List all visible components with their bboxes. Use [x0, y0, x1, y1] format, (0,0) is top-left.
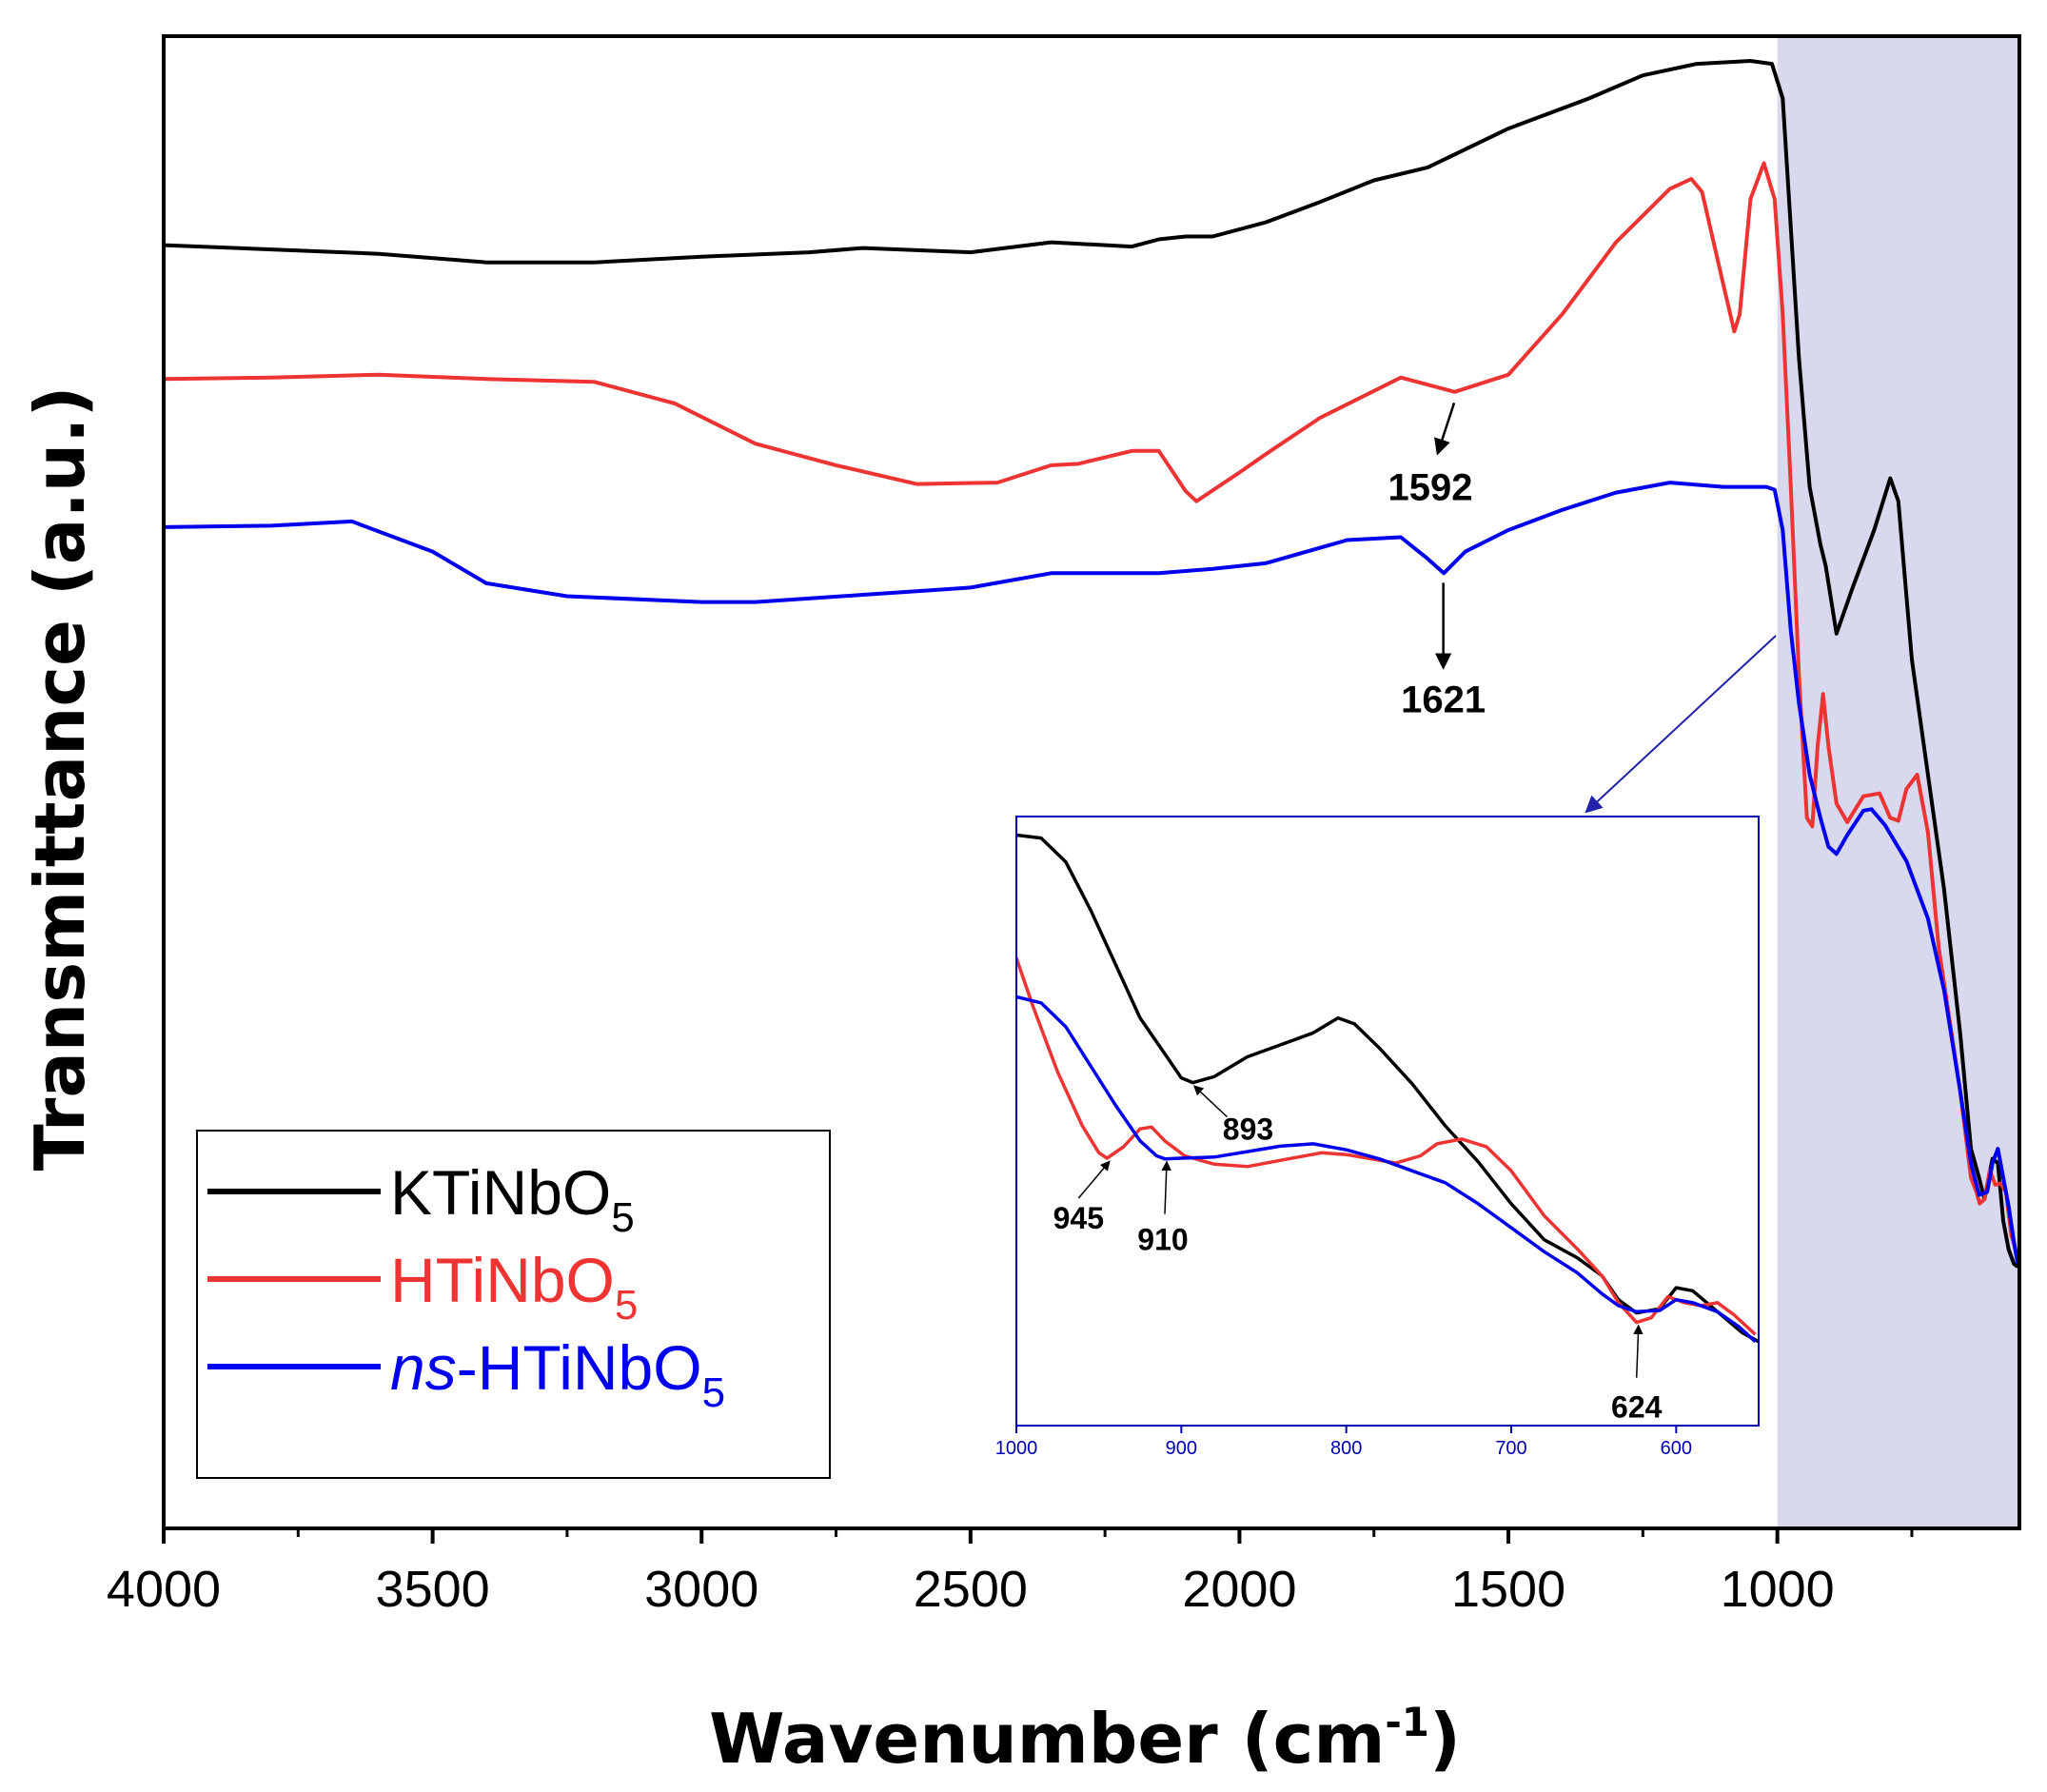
inset-x-tick-label: 800 [1330, 1438, 1362, 1459]
inset-x-axis-ticks: 1000 900 800 700 600 [995, 1426, 1692, 1459]
x-tick-label: 3500 [376, 1561, 490, 1618]
x-tick-label: 2000 [1182, 1561, 1296, 1618]
annotation-label-1621: 1621 [1401, 679, 1486, 720]
x-axis-title: Wavenumber (cm-1) [709, 1699, 1461, 1779]
x-tick-label: 1500 [1451, 1561, 1565, 1618]
annotation-arrow-1592 [1434, 402, 1456, 456]
inset-series-line-ns-htinbo [1016, 994, 1757, 1344]
inset-x-tick-label: 900 [1166, 1438, 1197, 1459]
main-series-group [164, 59, 2019, 1269]
x-tick-label: 3000 [644, 1561, 758, 1618]
inset-pointer-arrow [1584, 635, 1777, 814]
highlight-region [1777, 36, 2019, 1528]
inset-annotations: 893 945 910 624 [1053, 1085, 1663, 1425]
inset-annotation-label-910: 910 [1137, 1223, 1188, 1257]
inset-annotation-arrow-624 [1633, 1324, 1644, 1378]
inset-x-tick-label: 1000 [995, 1438, 1038, 1459]
inset-background [1016, 817, 1759, 1426]
x-axis-ticks: 4000 3500 3000 2500 2000 1500 1000 [107, 1528, 1914, 1618]
x-tick-label: 4000 [107, 1561, 221, 1618]
legend-box [196, 1130, 831, 1479]
series-line-ktinbo [164, 59, 2019, 1269]
main-plot-frame [162, 34, 2021, 1530]
inset-annotation-label-945: 945 [1053, 1201, 1104, 1235]
inset-annotation-label-624: 624 [1611, 1390, 1663, 1425]
inset-annotation-arrow-910 [1161, 1160, 1171, 1214]
inset-annotation-arrow-893 [1192, 1085, 1228, 1118]
inset-annotation-label-893: 893 [1223, 1113, 1273, 1147]
x-tick-label: 1000 [1721, 1561, 1835, 1618]
inset-series-group [1016, 833, 1759, 1344]
inset-x-tick-label: 600 [1661, 1438, 1692, 1459]
legend-label: KTiNbO5 [390, 1157, 635, 1241]
legend-label: HTiNbO5 [390, 1245, 638, 1329]
main-annotations: 1592 1621 [1388, 402, 1486, 720]
inset-x-tick-label: 700 [1495, 1438, 1526, 1459]
legend-label: ns-HTiNbO5 [390, 1332, 725, 1416]
inset-frame [1015, 816, 1760, 1427]
annotation-label-1592: 1592 [1388, 466, 1473, 508]
x-tick-label: 2500 [914, 1561, 1028, 1618]
series-line-ns-htinbo [164, 481, 2019, 1265]
inset-annotation-arrow-945 [1077, 1160, 1111, 1199]
y-axis-title: Transmittance (a.u.) [20, 386, 100, 1172]
